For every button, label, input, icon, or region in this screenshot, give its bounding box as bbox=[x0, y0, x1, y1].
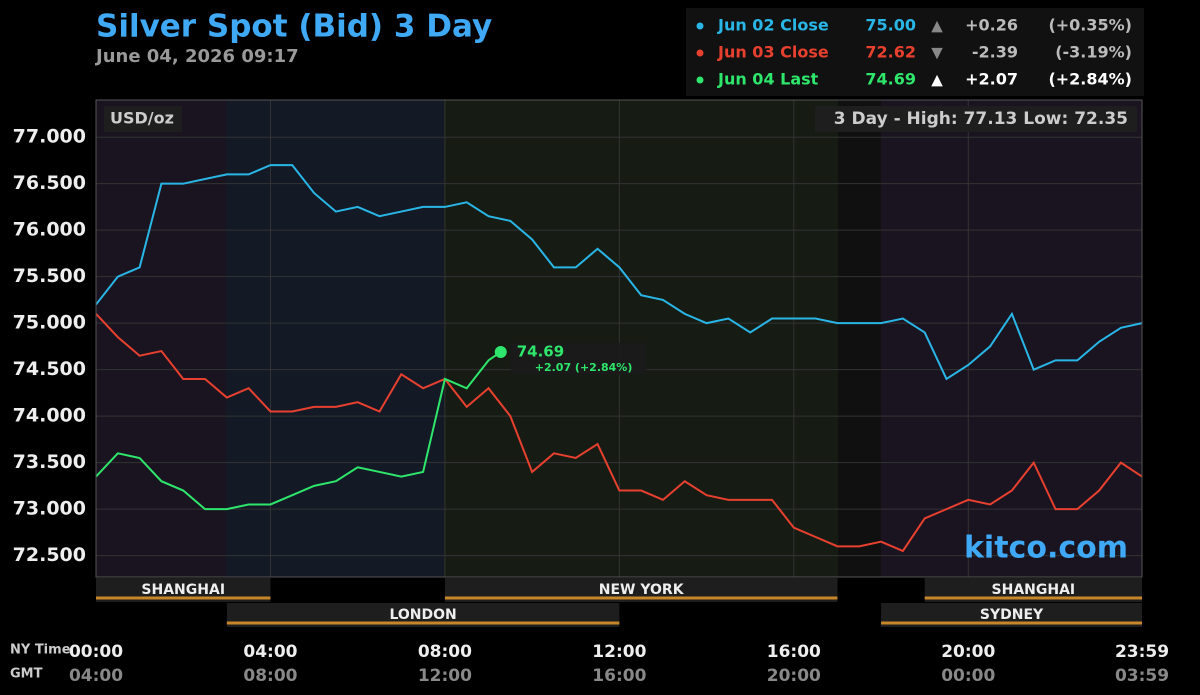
band bbox=[881, 100, 1142, 577]
line bbox=[95, 351, 502, 511]
x2-tick-label: 03:59 bbox=[1115, 666, 1169, 686]
x2-tick-label: 08:00 bbox=[243, 666, 297, 686]
x-tick-label: 16:00 bbox=[767, 642, 821, 662]
legend-label: Jun 02 Close bbox=[717, 16, 829, 35]
x2-axis-label: GMT bbox=[10, 667, 43, 682]
line bbox=[95, 313, 1143, 553]
session-label: NEW YORK bbox=[599, 582, 685, 598]
last-point bbox=[494, 345, 507, 358]
legend-arrow: ▲ bbox=[931, 71, 943, 89]
x-tick-label: 20:00 bbox=[941, 642, 995, 662]
watermark: kitco.com bbox=[964, 531, 1128, 566]
y-tick-label: 77.000 bbox=[13, 126, 86, 148]
y-tick-label: 73.500 bbox=[13, 451, 86, 473]
plot-frame bbox=[95, 99, 1143, 578]
x-tick-label: 08:00 bbox=[418, 642, 472, 662]
legend-change: -2.39 bbox=[972, 43, 1018, 62]
x2-tick-label: 20:00 bbox=[767, 666, 821, 686]
legend-percent: (+0.35%) bbox=[1048, 16, 1132, 35]
legend-price: 74.69 bbox=[865, 70, 916, 89]
y-tick-label: 72.500 bbox=[13, 544, 86, 566]
range-box bbox=[815, 106, 1137, 132]
range-label: 3 Day - High: 77.13 Low: 72.35 bbox=[834, 109, 1128, 129]
x-tick-label: 12:00 bbox=[592, 642, 646, 662]
y-tick-label: 75.500 bbox=[13, 265, 86, 287]
legend-percent: (-3.19%) bbox=[1055, 43, 1132, 62]
chart-title: Silver Spot (Bid) 3 Day bbox=[96, 9, 492, 45]
line bbox=[95, 164, 1143, 381]
x2-tick-label: 12:00 bbox=[418, 666, 472, 686]
unit-box bbox=[104, 106, 182, 132]
legend-arrow: ▲ bbox=[931, 17, 943, 35]
x2-tick-label: 16:00 bbox=[592, 666, 646, 686]
y-tick-label: 73.000 bbox=[13, 498, 86, 520]
legend-change: +2.07 bbox=[965, 70, 1018, 89]
annotation-change: +2.07 (+2.84%) bbox=[535, 361, 633, 374]
band bbox=[226, 100, 444, 577]
legend-marker bbox=[696, 49, 704, 57]
annotation-box bbox=[510, 342, 647, 375]
x2-tick-label: 04:00 bbox=[69, 666, 123, 686]
y-tick-label: 74.500 bbox=[13, 358, 86, 380]
legend-percent: (+2.84%) bbox=[1048, 70, 1132, 89]
legend-arrow: ▼ bbox=[931, 44, 943, 62]
y-tick-label: 76.000 bbox=[13, 219, 86, 241]
legend-marker bbox=[696, 22, 704, 30]
x-tick-label: 00:00 bbox=[69, 642, 123, 662]
y-tick-label: 76.500 bbox=[13, 172, 86, 194]
legend-change: +0.26 bbox=[965, 16, 1018, 35]
session-label: LONDON bbox=[389, 607, 456, 623]
x2-tick-label: 00:00 bbox=[941, 666, 995, 686]
session-label: SYDNEY bbox=[980, 607, 1044, 623]
unit-label: USD/oz bbox=[110, 109, 174, 128]
legend-box bbox=[686, 8, 1144, 96]
legend-price: 75.00 bbox=[865, 16, 916, 35]
legend-price: 72.62 bbox=[865, 43, 916, 62]
band bbox=[96, 100, 226, 577]
x-axis-label: NY Time bbox=[10, 643, 71, 658]
legend-label: Jun 03 Close bbox=[717, 43, 829, 62]
legend-marker bbox=[696, 76, 704, 84]
x-tick-label: 23:59 bbox=[1115, 642, 1169, 662]
session-label: SHANGHAI bbox=[992, 582, 1076, 598]
annotation-value: 74.69 bbox=[517, 342, 564, 360]
session-label: SHANGHAI bbox=[141, 582, 225, 598]
x-tick-label: 04:00 bbox=[243, 642, 297, 662]
legend-label: Jun 04 Last bbox=[717, 70, 819, 89]
band bbox=[444, 100, 838, 577]
y-tick-label: 74.000 bbox=[13, 405, 86, 427]
subtitle: June 04, 2026 09:17 bbox=[94, 46, 299, 67]
band bbox=[838, 100, 881, 577]
y-tick-label: 75.000 bbox=[13, 312, 86, 334]
